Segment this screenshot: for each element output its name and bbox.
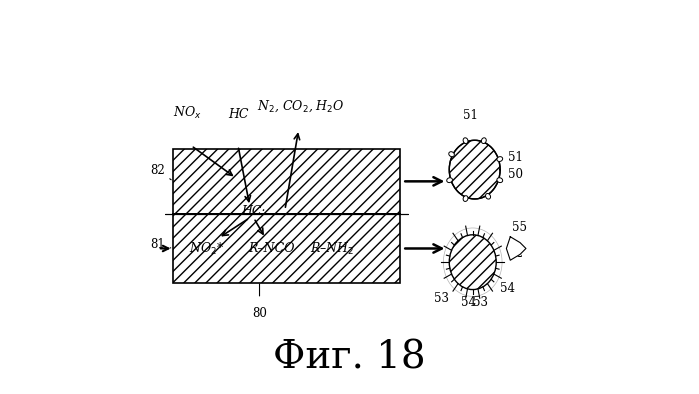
Ellipse shape	[482, 138, 487, 143]
Text: R–NCO: R–NCO	[248, 242, 294, 255]
Ellipse shape	[449, 235, 496, 290]
Text: HC·: HC·	[241, 205, 266, 218]
Text: HC: HC	[228, 108, 248, 121]
Text: 53: 53	[434, 292, 449, 305]
Bar	[173, 214, 401, 283]
Polygon shape	[506, 237, 526, 260]
Ellipse shape	[463, 138, 468, 143]
Text: 54: 54	[500, 282, 515, 295]
Ellipse shape	[447, 178, 452, 182]
Bar	[173, 149, 401, 214]
Text: R–NH$_2$: R–NH$_2$	[310, 240, 354, 256]
Ellipse shape	[497, 157, 503, 162]
Ellipse shape	[486, 193, 491, 199]
Polygon shape	[449, 140, 500, 199]
Text: 53: 53	[473, 296, 488, 309]
Ellipse shape	[449, 140, 500, 199]
Ellipse shape	[497, 178, 503, 182]
Text: N$_2$, CO$_2$, H$_2$O: N$_2$, CO$_2$, H$_2$O	[257, 98, 345, 113]
Text: Фиг. 18: Фиг. 18	[273, 340, 426, 377]
Text: 51: 51	[463, 109, 478, 122]
Text: 54: 54	[461, 296, 476, 309]
Text: 51: 51	[508, 151, 524, 164]
Text: 80: 80	[252, 307, 267, 320]
Text: 55: 55	[512, 221, 527, 234]
Ellipse shape	[463, 196, 468, 201]
Text: NO$_x$: NO$_x$	[173, 105, 201, 121]
Text: 82: 82	[150, 164, 171, 180]
Ellipse shape	[449, 152, 454, 157]
Text: 52: 52	[508, 247, 523, 260]
Text: NO$_2$*: NO$_2$*	[189, 240, 224, 256]
Text: 81: 81	[150, 238, 171, 251]
Text: 50: 50	[508, 168, 524, 181]
